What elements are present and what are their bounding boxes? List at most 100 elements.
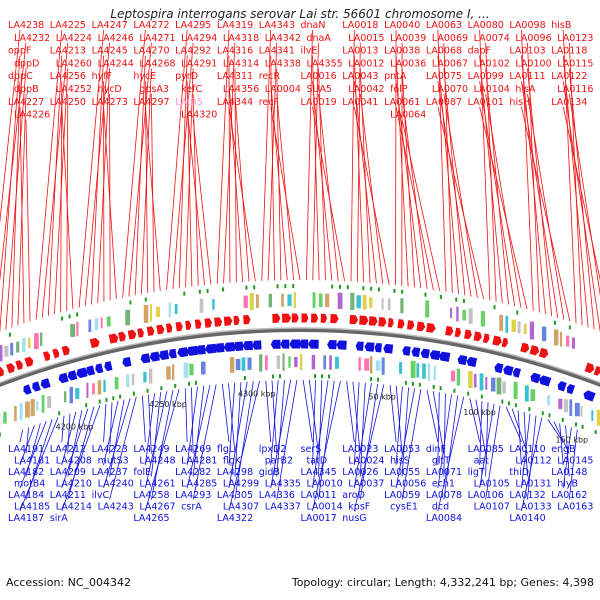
- forward-feature-arrow: [118, 331, 126, 342]
- forward-gene-label: LA0123: [557, 33, 593, 44]
- reverse-feature-block: [63, 391, 67, 403]
- reverse-leader-line: [562, 427, 572, 489]
- marker-tick: [61, 316, 64, 321]
- forward-gene-label: LA0040: [384, 20, 420, 31]
- marker-tick: [439, 295, 442, 300]
- reverse-gene-label: LA4285: [181, 479, 217, 490]
- reverse-feature-block: [300, 353, 303, 371]
- reverse-leader-line: [270, 379, 292, 489]
- reverse-feature-arrow: [530, 372, 541, 384]
- forward-leader-line: [216, 29, 230, 284]
- forward-feature-arrow: [463, 329, 472, 340]
- reverse-feature-block: [131, 373, 135, 386]
- kbp-tick-label: 100 kbp: [463, 408, 496, 417]
- kbp-tick-label: 50 kbp: [368, 392, 396, 401]
- reverse-feature-block: [294, 356, 298, 368]
- reverse-gene-label: LA0145: [557, 456, 593, 467]
- reverse-feature-block: [416, 363, 420, 378]
- marker-tick: [321, 374, 324, 379]
- reverse-feature-block: [456, 368, 461, 386]
- reverse-feature-arrow: [242, 340, 253, 351]
- reverse-feature-arrow: [374, 343, 382, 353]
- forward-leader-line: [437, 55, 459, 295]
- reverse-leader-line: [523, 412, 528, 477]
- reverse-gene-label: LA4184: [8, 490, 44, 501]
- kbp-tick-label: 150 kbp: [556, 436, 589, 445]
- reverse-gene-label: LA4187: [8, 513, 44, 524]
- reverse-gene-label: LA4269: [175, 444, 211, 455]
- reverse-feature-block: [490, 377, 496, 392]
- forward-gene-label: LA0074: [474, 33, 510, 44]
- forward-gene-label: LA0004: [265, 84, 301, 95]
- reverse-gene-label: cysE1: [390, 502, 418, 513]
- reverse-leader-line: [19, 429, 24, 443]
- forward-feature-block: [529, 321, 535, 340]
- forward-gene-label: LA0104: [474, 84, 510, 95]
- reverse-leader-line: [61, 415, 65, 443]
- forward-leader-line: [395, 81, 422, 289]
- forward-gene-label: pntA: [384, 71, 407, 82]
- forward-leader-line: [395, 55, 409, 287]
- reverse-feature-block: [502, 381, 506, 394]
- forward-feature-block: [456, 306, 459, 322]
- forward-gene-label: LA4271: [139, 33, 175, 44]
- reverse-feature-arrow: [158, 349, 170, 361]
- reverse-gene-label: LA0105: [474, 479, 510, 490]
- reverse-feature-arrow: [214, 342, 225, 353]
- marker-tick: [85, 403, 88, 408]
- reverse-gene-label: LA4249: [133, 444, 169, 455]
- reverse-feature-block: [410, 360, 416, 379]
- reverse-gene-label: gltT: [432, 456, 450, 467]
- reverse-feature-arrow: [383, 343, 394, 354]
- forward-gene-label: LA4256: [50, 71, 86, 82]
- reverse-feature-block: [381, 357, 385, 375]
- reverse-gene-label: ligT: [468, 467, 485, 478]
- reverse-gene-label: folE: [133, 467, 151, 478]
- reverse-feature-block: [591, 410, 594, 422]
- forward-feature-arrow: [282, 313, 292, 323]
- reverse-feature-arrow: [280, 339, 290, 349]
- forward-gene-label: kefC: [181, 84, 202, 95]
- forward-leader-line: [479, 81, 516, 307]
- reverse-gene-label: dcd: [432, 502, 449, 513]
- reverse-feature-arrow: [168, 348, 177, 359]
- forward-feature-block: [517, 321, 521, 334]
- forward-feature-arrow: [529, 345, 540, 356]
- reverse-feature-block: [450, 370, 456, 382]
- reverse-feature-arrow: [67, 370, 78, 381]
- marker-tick: [144, 297, 147, 302]
- marker-tick: [183, 291, 186, 296]
- reverse-leader-line: [103, 403, 107, 443]
- reverse-leader-line: [228, 380, 260, 512]
- forward-feature-block: [362, 294, 367, 310]
- marker-tick: [508, 401, 511, 406]
- reverse-feature-block: [364, 358, 370, 371]
- forward-gene-label: LA4355: [307, 58, 343, 69]
- forward-leader-line: [521, 55, 546, 315]
- forward-leader-line: [568, 93, 600, 297]
- reverse-gene-label: LA4185: [14, 502, 50, 513]
- marker-tick: [119, 394, 122, 399]
- forward-gene-label: LA0015: [348, 33, 384, 44]
- reverse-leader-line: [302, 379, 313, 443]
- reverse-leader-line: [359, 382, 366, 477]
- reverse-gene-leaders: [19, 379, 578, 512]
- forward-leader-line: [395, 106, 434, 291]
- reverse-leader-line: [521, 413, 531, 489]
- reverse-leader-line: [19, 417, 59, 512]
- reverse-feature-block: [235, 358, 241, 371]
- reverse-gene-label: nusG: [342, 513, 366, 524]
- reverse-leader-line: [221, 383, 230, 443]
- reverse-feature-block: [524, 385, 529, 402]
- forward-leader-line: [25, 119, 31, 322]
- genome-ring: [0, 284, 600, 437]
- forward-feature-block: [106, 316, 111, 327]
- marker-tick: [243, 375, 246, 380]
- reverse-gene-label: LA4248: [139, 456, 175, 467]
- forward-feature-block: [511, 319, 516, 332]
- reverse-leader-line: [479, 400, 483, 466]
- forward-leader-line: [318, 93, 339, 281]
- forward-feature-arrow: [397, 319, 405, 329]
- reverse-feature-arrow: [355, 341, 364, 351]
- forward-feature-arrow: [520, 342, 530, 353]
